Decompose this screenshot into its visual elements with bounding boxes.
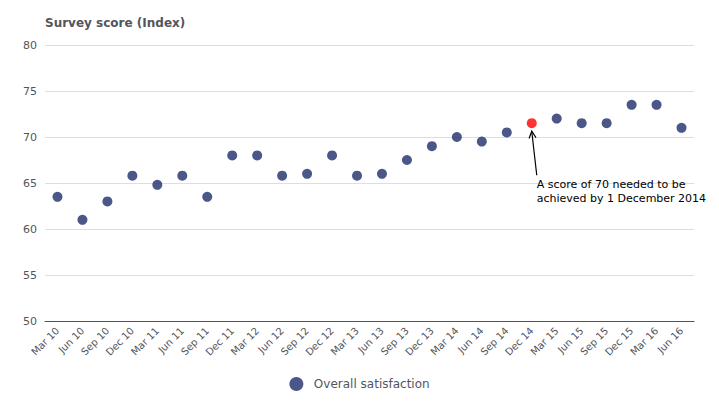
svg-text:Dec 11: Dec 11 — [203, 325, 237, 358]
svg-text:Dec 10: Dec 10 — [103, 325, 137, 358]
svg-text:Mar 10: Mar 10 — [29, 325, 61, 357]
svg-text:Jun 12: Jun 12 — [256, 325, 286, 356]
svg-text:Jun 10: Jun 10 — [56, 325, 87, 356]
svg-text:achieved by 1 December 2014: achieved by 1 December 2014 — [537, 192, 706, 205]
svg-text:Jun 11: Jun 11 — [156, 325, 187, 356]
svg-text:60: 60 — [23, 223, 37, 236]
svg-text:Dec 15: Dec 15 — [602, 325, 636, 358]
svg-text:Mar 16: Mar 16 — [628, 325, 660, 357]
svg-text:Sep 15: Sep 15 — [578, 325, 611, 358]
svg-text:Mar 12: Mar 12 — [229, 325, 261, 357]
svg-text:Sep 14: Sep 14 — [478, 325, 511, 358]
svg-text:Jun 14: Jun 14 — [455, 325, 486, 356]
svg-text:Jun 16: Jun 16 — [655, 325, 686, 356]
svg-text:Dec 14: Dec 14 — [503, 325, 536, 358]
svg-text:Dec 12: Dec 12 — [303, 325, 336, 358]
svg-text:Mar 11: Mar 11 — [129, 325, 161, 357]
svg-text:Sep 13: Sep 13 — [378, 325, 411, 358]
svg-text:Overall satisfaction: Overall satisfaction — [314, 377, 430, 391]
svg-text:70: 70 — [23, 131, 37, 144]
svg-text:65: 65 — [23, 177, 37, 190]
svg-text:Sep 12: Sep 12 — [278, 325, 311, 358]
svg-text:A score of 70 needed to be: A score of 70 needed to be — [537, 178, 686, 191]
svg-text:Mar 15: Mar 15 — [528, 325, 560, 357]
svg-text:50: 50 — [23, 315, 37, 328]
svg-text:Sep 11: Sep 11 — [178, 325, 212, 358]
svg-text:Mar 13: Mar 13 — [329, 325, 361, 357]
svg-text:Dec 13: Dec 13 — [403, 325, 436, 358]
svg-text:Sep 10: Sep 10 — [79, 325, 112, 358]
svg-text:Mar 14: Mar 14 — [428, 325, 460, 357]
svg-text:75: 75 — [23, 85, 37, 98]
svg-text:Jun 15: Jun 15 — [555, 325, 586, 356]
svg-text:Survey score (Index): Survey score (Index) — [45, 16, 185, 30]
svg-text:80: 80 — [23, 39, 37, 52]
svg-text:Jun 13: Jun 13 — [355, 325, 386, 356]
svg-text:55: 55 — [23, 269, 37, 282]
